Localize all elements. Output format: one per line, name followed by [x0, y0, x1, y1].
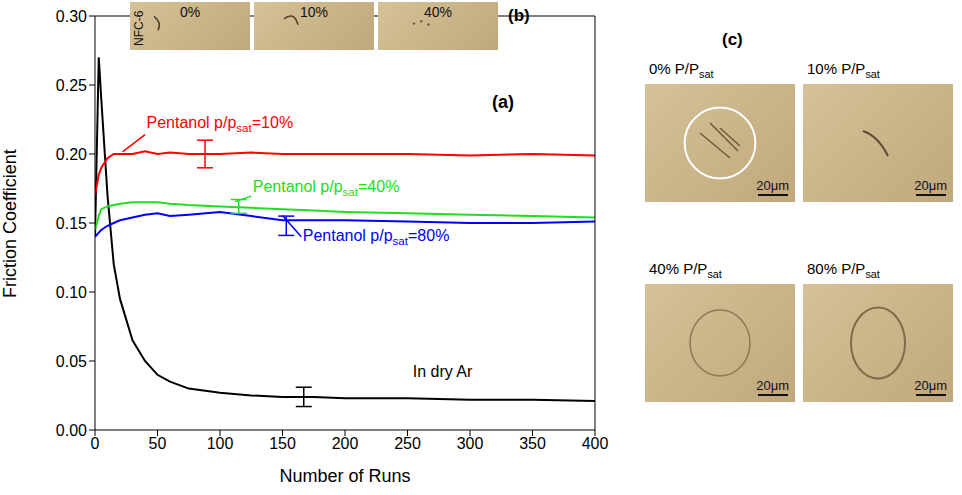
svg-text:200: 200: [332, 435, 359, 452]
html-text:10%: 10%: [300, 4, 328, 20]
svg-text:0.20: 0.20: [56, 146, 87, 163]
svg-text:Friction Coefficient: Friction Coefficient: [0, 149, 20, 298]
html-text:NFC-6: NFC-6: [132, 10, 146, 46]
svg-text:350: 350: [519, 435, 546, 452]
html-text:10% P/Psat: 10% P/Psat: [807, 60, 880, 80]
svg-text:Pentanol p/psat=80%: Pentanol p/psat=80%: [303, 227, 450, 247]
svg-text:0.15: 0.15: [56, 215, 87, 232]
svg-text:Pentanol p/psat=40%: Pentanol p/psat=40%: [253, 178, 400, 198]
svg-text:250: 250: [394, 435, 421, 452]
html-text:(a): (a): [492, 92, 514, 112]
svg-text:400: 400: [582, 435, 609, 452]
svg-text:300: 300: [457, 435, 484, 452]
html-text:(b): (b): [508, 6, 530, 25]
svg-text:0.30: 0.30: [56, 8, 87, 25]
svg-text:Number of Runs: Number of Runs: [279, 466, 410, 486]
svg-text:50: 50: [149, 435, 167, 452]
html-text:20μm: 20μm: [914, 378, 947, 393]
svg-text:100: 100: [207, 435, 234, 452]
svg-text:150: 150: [269, 435, 296, 452]
html-text:20μm: 20μm: [756, 378, 789, 393]
svg-text:0.10: 0.10: [56, 284, 87, 301]
svg-text:0.05: 0.05: [56, 353, 87, 370]
svg-text:Pentanol p/psat=10%: Pentanol p/psat=10%: [147, 114, 294, 134]
svg-text:0: 0: [91, 435, 100, 452]
html-text:(c): (c): [722, 30, 743, 49]
html-text:20μm: 20μm: [914, 178, 947, 193]
html-text:0% P/Psat: 0% P/Psat: [649, 60, 714, 80]
html-text:40% P/Psat: 40% P/Psat: [649, 260, 722, 280]
svg-text:0.25: 0.25: [56, 77, 87, 94]
html-text:40%: 40%: [424, 4, 452, 20]
html-text:0%: 0%: [179, 4, 201, 20]
html-text:20μm: 20μm: [756, 178, 789, 193]
html-text:80% P/Psat: 80% P/Psat: [807, 260, 880, 280]
svg-text:In dry Ar: In dry Ar: [413, 363, 473, 380]
svg-text:0.00: 0.00: [56, 422, 87, 439]
